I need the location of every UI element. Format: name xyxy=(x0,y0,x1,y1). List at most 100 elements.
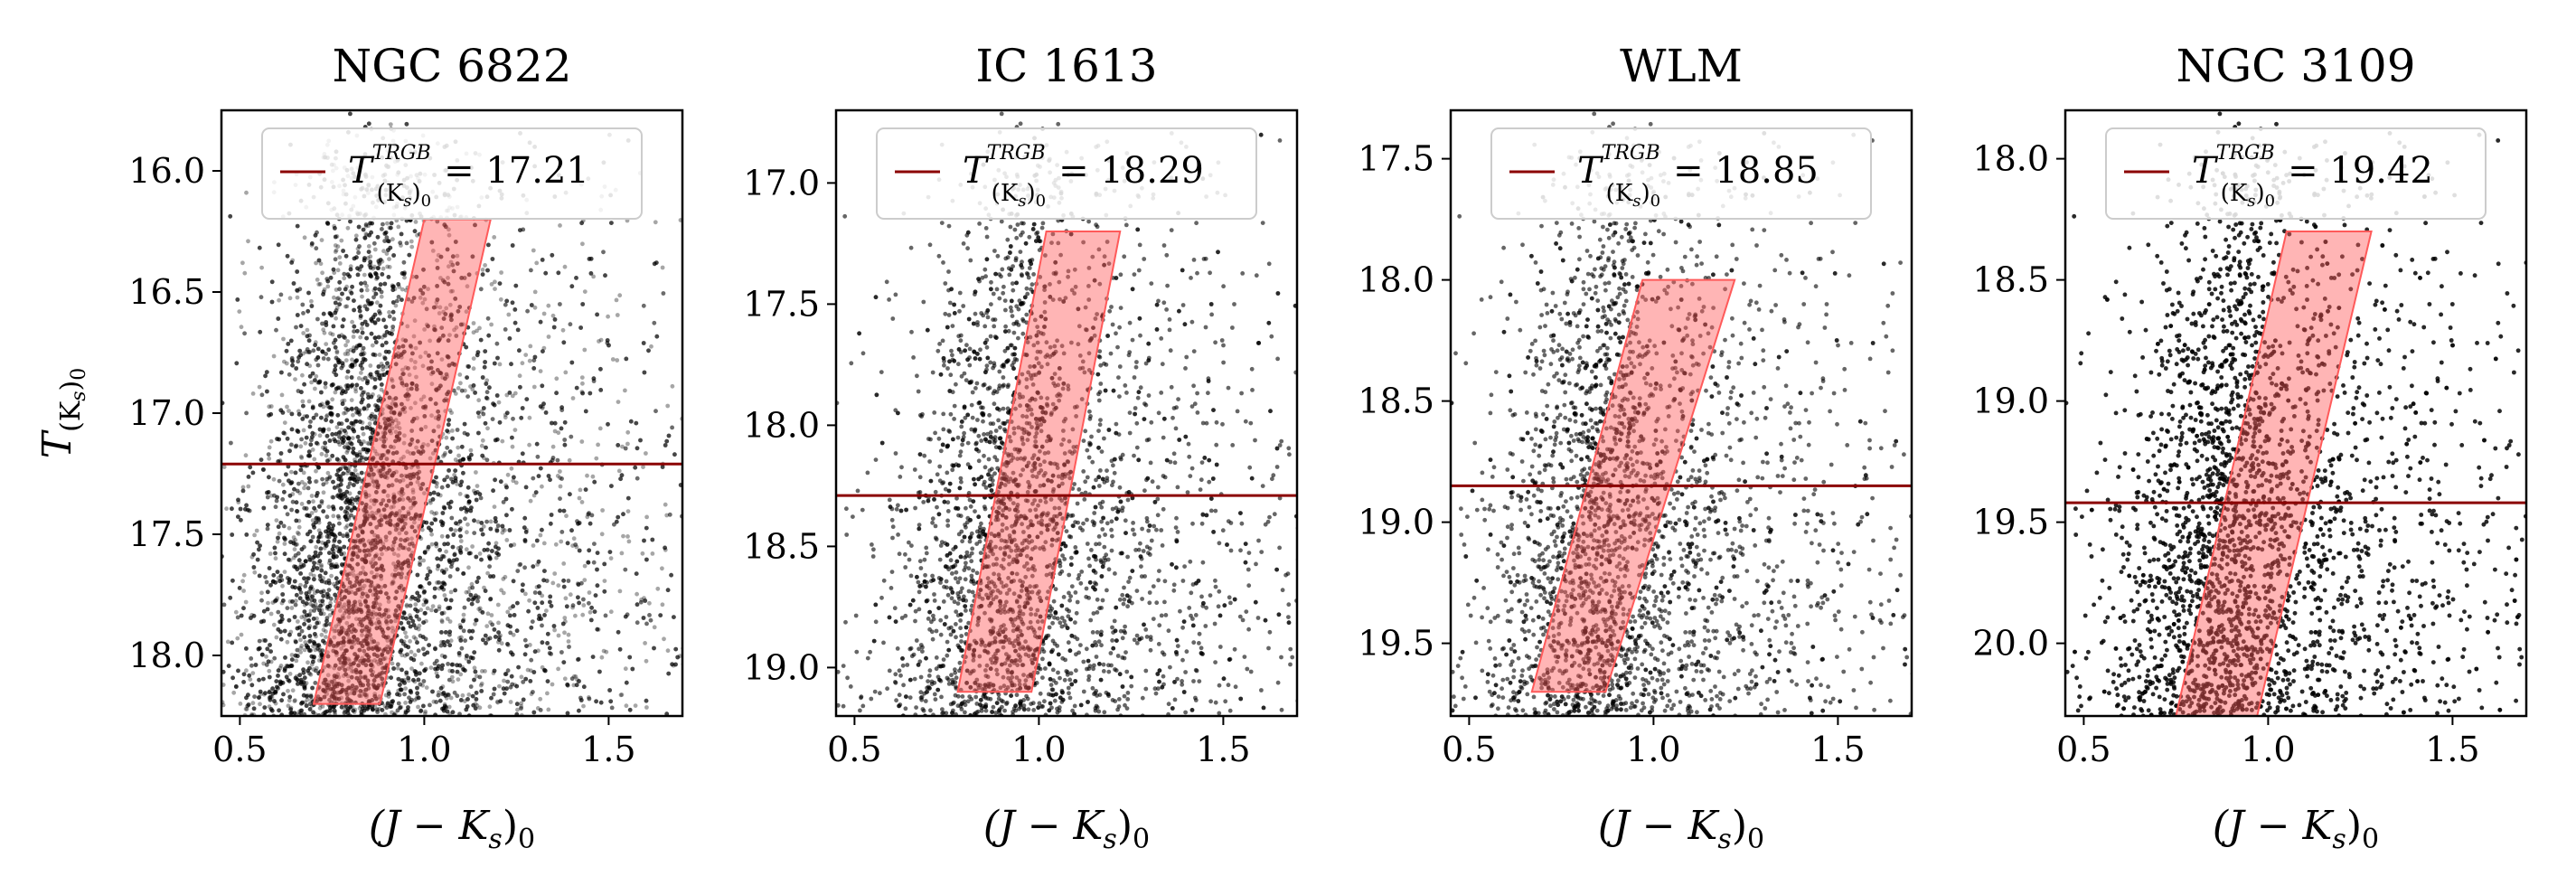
data-point xyxy=(579,390,585,394)
data-point xyxy=(320,704,325,709)
data-point xyxy=(345,666,351,671)
data-point xyxy=(387,257,391,261)
data-point xyxy=(403,560,409,565)
data-point xyxy=(366,606,371,611)
data-point xyxy=(339,695,344,701)
data-point xyxy=(248,677,253,682)
data-point xyxy=(447,668,453,674)
scatter-points xyxy=(216,111,705,716)
data-point xyxy=(453,457,458,462)
data-point xyxy=(298,650,303,655)
data-point xyxy=(356,376,362,381)
data-point xyxy=(332,628,337,634)
data-point xyxy=(617,293,623,298)
data-point xyxy=(544,608,549,613)
data-point xyxy=(268,611,274,617)
data-point xyxy=(285,404,289,410)
data-point xyxy=(342,551,347,556)
data-point xyxy=(350,687,355,692)
data-point xyxy=(338,630,343,635)
data-point xyxy=(642,596,646,600)
data-point xyxy=(343,465,348,470)
data-point xyxy=(374,572,380,578)
data-point xyxy=(480,438,485,443)
data-point xyxy=(602,579,607,583)
data-point xyxy=(482,456,486,460)
data-point xyxy=(601,648,606,654)
data-point xyxy=(348,264,353,269)
data-point xyxy=(381,665,385,671)
data-point xyxy=(242,270,248,276)
data-point xyxy=(599,655,605,660)
data-point xyxy=(357,587,362,592)
data-point xyxy=(371,385,377,391)
data-point xyxy=(582,347,588,353)
data-point xyxy=(258,702,262,707)
data-point xyxy=(270,600,276,605)
data-point xyxy=(465,530,469,535)
data-point xyxy=(457,636,462,640)
data-point xyxy=(330,561,335,567)
data-point xyxy=(348,571,353,577)
data-point xyxy=(499,270,503,275)
data-point xyxy=(399,680,404,685)
data-point xyxy=(346,571,352,577)
data-point xyxy=(293,698,297,703)
data-point xyxy=(391,492,397,497)
data-point xyxy=(481,524,486,529)
data-point xyxy=(650,551,655,556)
data-point xyxy=(351,412,355,418)
data-point xyxy=(286,703,291,709)
data-point xyxy=(318,650,324,655)
data-point xyxy=(386,694,391,699)
data-point xyxy=(562,616,568,620)
data-point xyxy=(314,479,319,484)
data-point xyxy=(342,662,347,667)
data-point xyxy=(663,502,668,507)
data-point xyxy=(619,551,625,556)
data-point xyxy=(216,650,221,655)
data-point xyxy=(374,277,379,281)
data-point xyxy=(431,699,437,704)
data-point xyxy=(349,398,354,402)
data-point xyxy=(367,373,372,378)
data-point xyxy=(264,654,268,659)
data-point xyxy=(249,554,255,560)
data-point xyxy=(395,522,400,527)
data-point xyxy=(421,442,426,447)
data-point xyxy=(285,639,290,645)
data-point xyxy=(407,473,412,477)
data-point xyxy=(250,671,256,675)
data-point xyxy=(305,692,310,698)
data-point xyxy=(381,434,386,439)
data-point xyxy=(354,344,360,349)
data-point xyxy=(483,669,487,674)
data-point xyxy=(351,334,356,339)
data-point xyxy=(373,612,379,617)
data-point xyxy=(699,250,703,254)
data-point xyxy=(374,659,380,664)
data-point xyxy=(321,404,326,410)
data-point xyxy=(614,297,619,303)
data-point xyxy=(295,677,300,682)
data-point xyxy=(450,679,456,684)
data-point xyxy=(453,528,458,533)
data-point xyxy=(700,637,705,642)
data-point xyxy=(541,311,547,316)
data-point xyxy=(277,458,283,463)
data-point xyxy=(239,632,244,637)
data-point xyxy=(324,629,328,634)
data-point xyxy=(479,443,484,448)
data-point xyxy=(301,428,306,433)
data-point xyxy=(535,562,540,567)
data-point xyxy=(259,692,263,696)
data-point xyxy=(644,658,649,664)
data-point xyxy=(385,494,390,498)
data-point xyxy=(413,220,418,224)
data-point xyxy=(352,661,356,665)
data-point xyxy=(437,305,443,310)
data-point xyxy=(452,473,456,477)
data-point xyxy=(310,448,315,452)
data-point xyxy=(259,590,264,596)
data-point xyxy=(383,364,389,370)
